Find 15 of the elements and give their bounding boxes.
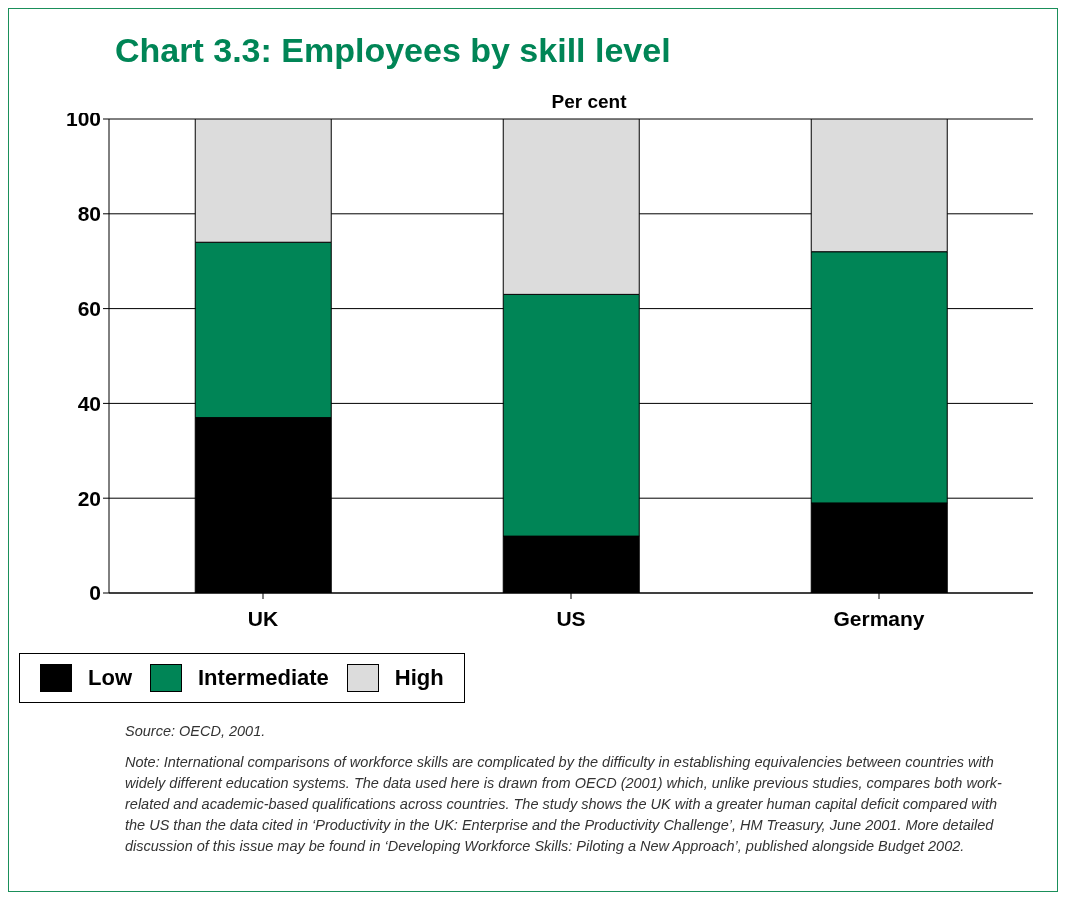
y-tick-label: 20 — [77, 486, 101, 510]
text: Note: International comparisons of workforce skills are complicated by the difficulty in establishing equivalencies between countries with widely different education systems. The data used here is drawn from OECD (2001) which, unlike previous studies, compares both work-related and academic-based qualifications across countries. The study shows the UK with a greater human capital deficit compared with the US than the data cited in ‘Productivity in the UK: Enterprise and the Productivity Challenge’, HM Treasury, June 2001. More detailed discussion of this issue may be found in ‘Developing Workforce Skills: Piloting a New Approach’, published alongside Budget 2002. — [125, 753, 1003, 856]
chart-title: Chart 3.3: Employees by skill level — [115, 31, 671, 70]
y-tick-label: 60 — [77, 297, 101, 321]
x-tick-label: US — [556, 606, 586, 630]
legend-label: Intermediate — [198, 665, 329, 691]
y-tick-label: 0 — [89, 581, 101, 605]
y-tick-label: 40 — [77, 391, 101, 415]
x-tick-label: Germany — [833, 606, 925, 630]
source-note: Source: OECD, 2001. — [125, 722, 267, 741]
y-axis-title: Per cent — [550, 91, 628, 113]
legend-label: High — [394, 665, 444, 691]
legend-label: Low — [88, 665, 132, 691]
x-tick-label: UK — [247, 606, 279, 630]
y-tick-label: 80 — [77, 202, 101, 226]
